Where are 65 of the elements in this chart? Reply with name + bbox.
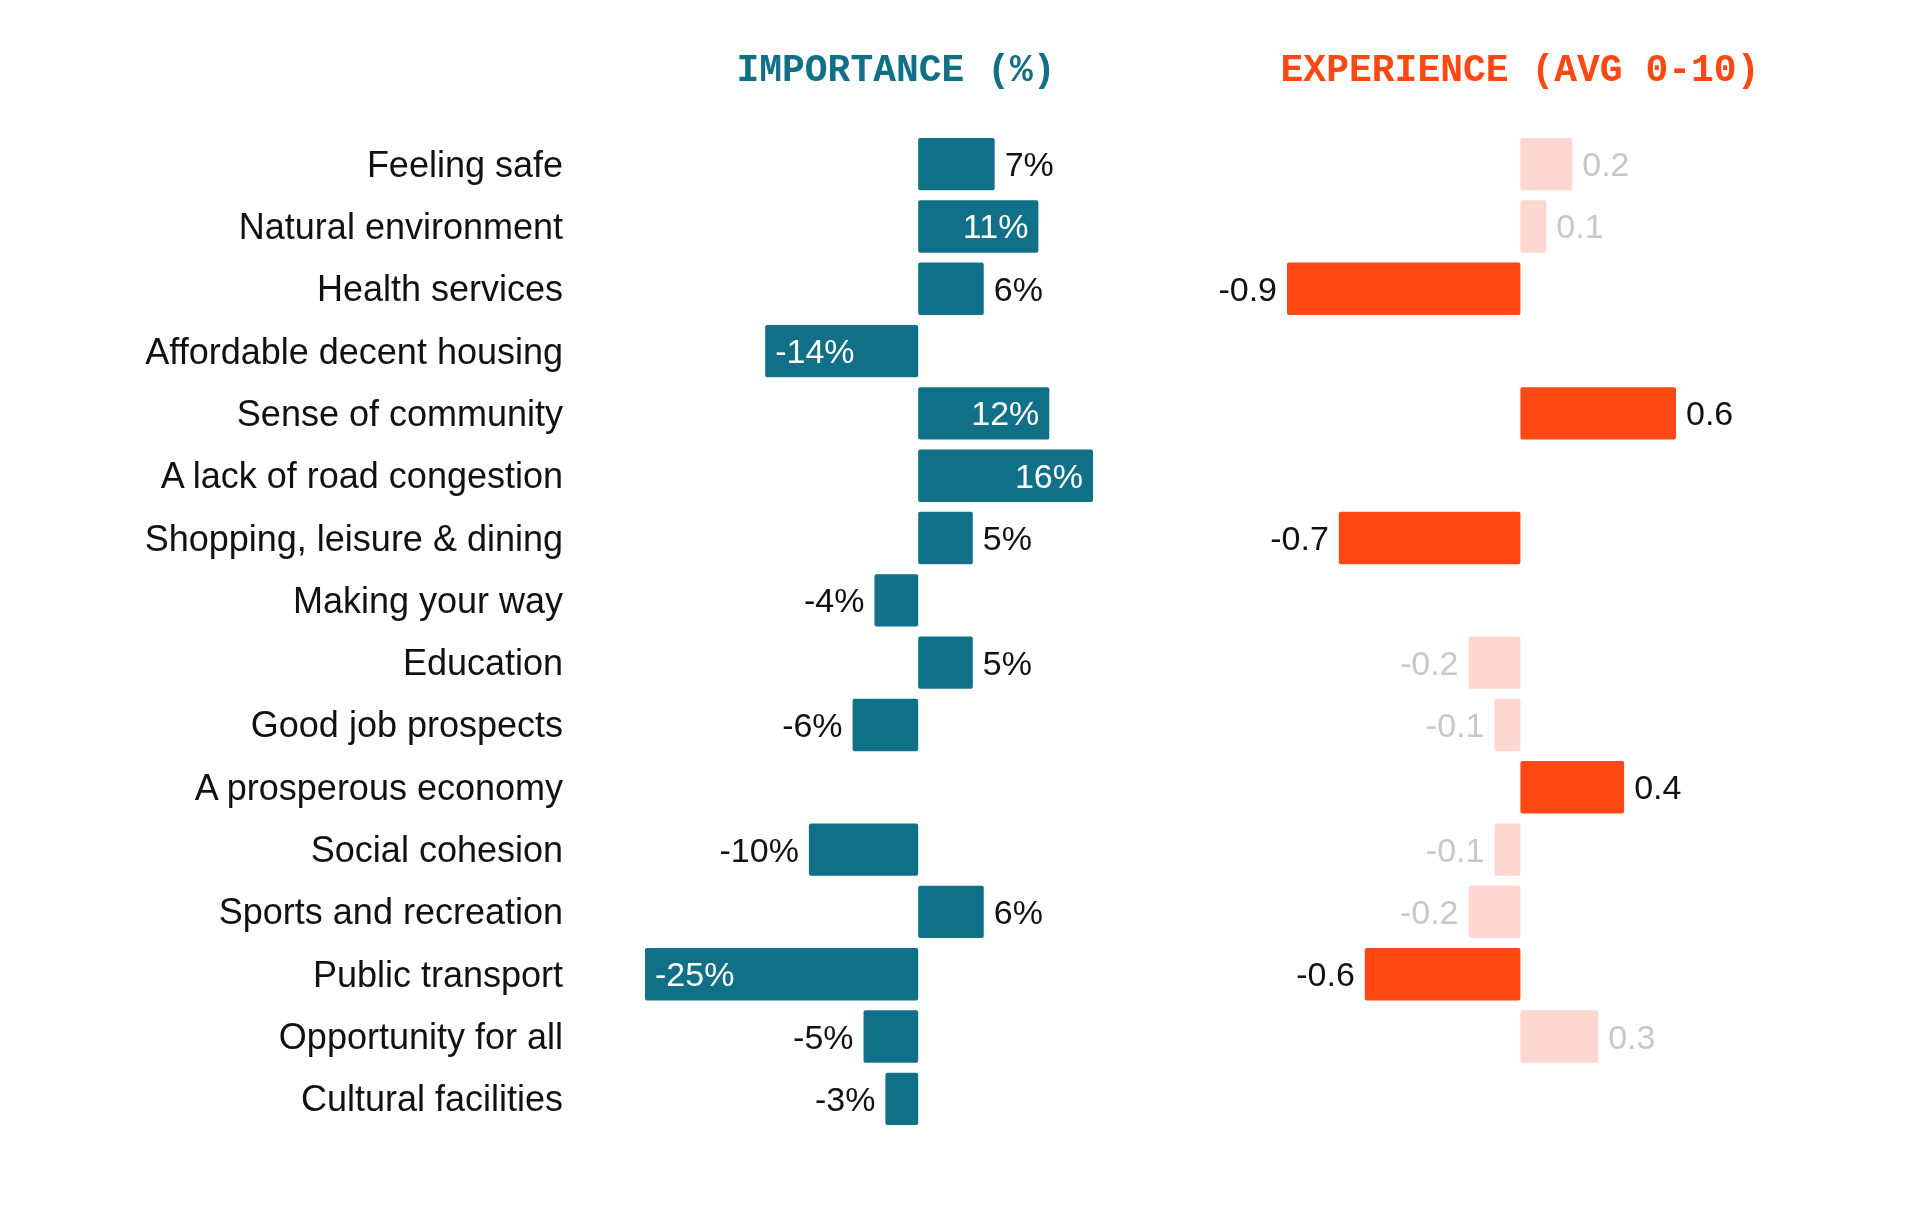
bar (1520, 761, 1625, 814)
data-label: 5% (982, 519, 1032, 558)
data-label: -0.7 (1270, 519, 1329, 558)
data-label: 0.4 (1634, 768, 1682, 807)
bar (874, 574, 919, 627)
y-tick-label: Affordable decent housing (145, 330, 563, 372)
bar (918, 511, 973, 565)
bar (645, 948, 919, 1001)
data-label: 0.6 (1686, 394, 1734, 433)
bar (1494, 698, 1521, 752)
bar (885, 1072, 919, 1126)
y-tick-label: Public transport (312, 953, 563, 995)
data-label: 11% (962, 207, 1029, 246)
bar (918, 387, 1050, 440)
bar (1520, 1010, 1599, 1063)
bar (1494, 823, 1521, 876)
bar (1364, 948, 1521, 1001)
data-label: -3% (814, 1079, 876, 1118)
data-label: -0.9 (1218, 269, 1277, 308)
bar (1520, 387, 1676, 440)
data-label: -6% (782, 705, 843, 744)
data-label: 7% (1004, 145, 1054, 184)
chart-title: EXPERIENCE (AVG 0-10) (1280, 48, 1760, 92)
y-tick-label: Cultural facilities (300, 1078, 563, 1120)
data-label: 12% (971, 394, 1040, 433)
y-tick-label: Shopping, leisure & dining (144, 517, 563, 559)
bar (765, 324, 919, 378)
chart-title: IMPORTANCE (%) (736, 48, 1056, 92)
bar (918, 449, 1093, 502)
y-tick-label: Social cohesion (310, 829, 563, 871)
y-tick-label: Natural environment (238, 205, 563, 247)
y-tick-label: Opportunity for all (278, 1016, 563, 1058)
data-label: 6% (993, 269, 1043, 308)
bar (1520, 137, 1573, 191)
bar (1287, 262, 1521, 315)
data-label: -4% (803, 581, 865, 620)
bar (1520, 200, 1547, 253)
bar (808, 823, 919, 876)
bar (918, 885, 984, 939)
data-label: -5% (793, 1017, 854, 1056)
y-tick-label: Making your way (292, 579, 563, 621)
y-tick-label: A prosperous economy (194, 766, 563, 808)
bar (1468, 885, 1521, 939)
y-tick-label: Feeling safe (366, 143, 563, 185)
bar (1468, 636, 1521, 689)
y-tick-label: Good job prospects (250, 704, 563, 746)
bar (852, 698, 919, 752)
bar (863, 1010, 919, 1063)
data-label: 16% (1014, 456, 1083, 495)
data-label: -10% (719, 830, 799, 869)
data-label: -14% (775, 332, 855, 371)
y-tick-label: A lack of road congestion (160, 455, 563, 497)
bar (918, 636, 973, 689)
y-tick-label: Sense of community (236, 392, 563, 434)
bar (918, 137, 995, 191)
bar (918, 262, 984, 315)
data-label: 6% (993, 892, 1043, 931)
y-tick-label: Sports and recreation (218, 891, 563, 933)
y-tick-label: Health services (316, 268, 563, 310)
data-label: -25% (655, 955, 735, 994)
bar (918, 200, 1039, 253)
y-tick-label: Education (402, 642, 563, 684)
data-label: 5% (982, 643, 1032, 682)
data-label: -0.6 (1296, 955, 1355, 994)
bar (1338, 511, 1521, 565)
